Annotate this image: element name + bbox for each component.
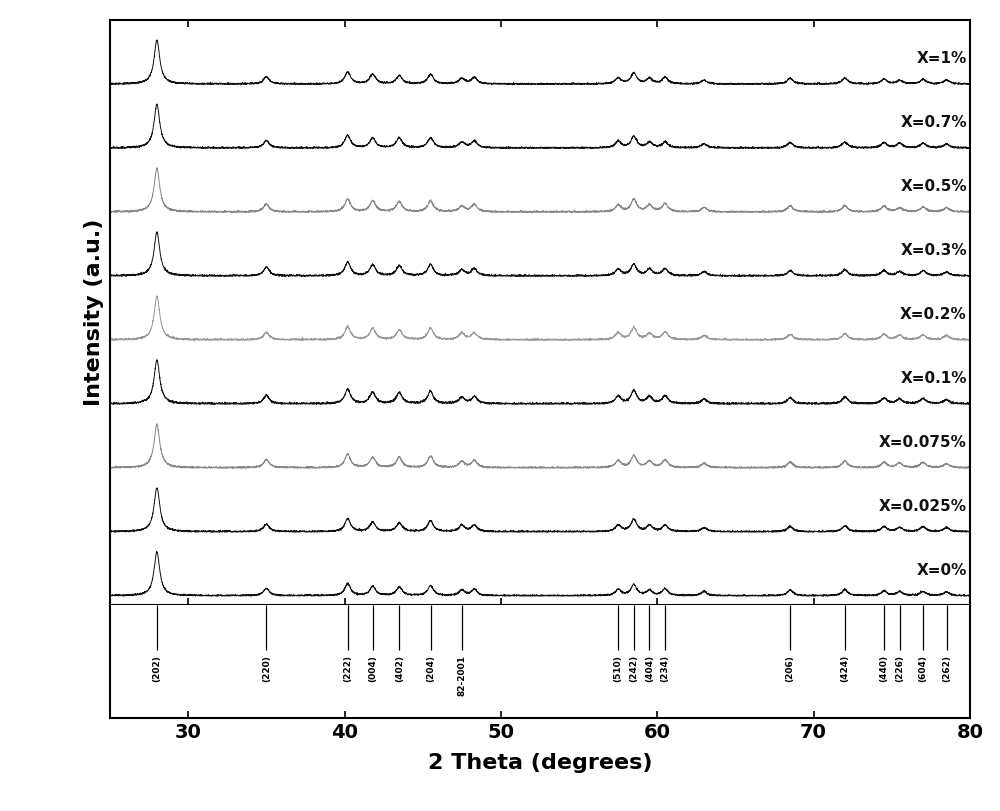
Text: X=0.7%: X=0.7%	[900, 115, 967, 130]
Text: X=0%: X=0%	[916, 563, 967, 578]
Text: (242): (242)	[629, 654, 638, 682]
Text: (262): (262)	[942, 654, 951, 682]
Text: (204): (204)	[426, 654, 435, 682]
Text: (402): (402)	[395, 654, 404, 682]
Text: (226): (226)	[895, 654, 904, 682]
Text: (424): (424)	[840, 654, 849, 682]
Text: (510): (510)	[614, 654, 623, 681]
Text: (234): (234)	[661, 654, 670, 682]
Text: X=0.2%: X=0.2%	[900, 307, 967, 322]
Text: 82-2001: 82-2001	[457, 654, 466, 696]
Text: (202): (202)	[152, 654, 161, 681]
Text: (206): (206)	[786, 654, 795, 681]
Text: X=0.025%: X=0.025%	[879, 499, 967, 514]
X-axis label: 2 Theta (degrees): 2 Theta (degrees)	[428, 753, 652, 773]
Text: (220): (220)	[262, 654, 271, 681]
Text: (222): (222)	[343, 654, 352, 682]
Text: (604): (604)	[919, 654, 928, 682]
Text: X=0.1%: X=0.1%	[900, 371, 967, 386]
Text: X=0.075%: X=0.075%	[879, 435, 967, 450]
Text: (004): (004)	[368, 654, 377, 681]
Text: (404): (404)	[645, 654, 654, 682]
Text: (440): (440)	[880, 654, 888, 682]
Text: X=1%: X=1%	[917, 51, 967, 67]
Text: X=0.3%: X=0.3%	[900, 243, 967, 258]
Text: X=0.5%: X=0.5%	[900, 179, 967, 194]
Y-axis label: Intensity (a.u.): Intensity (a.u.)	[84, 219, 104, 406]
